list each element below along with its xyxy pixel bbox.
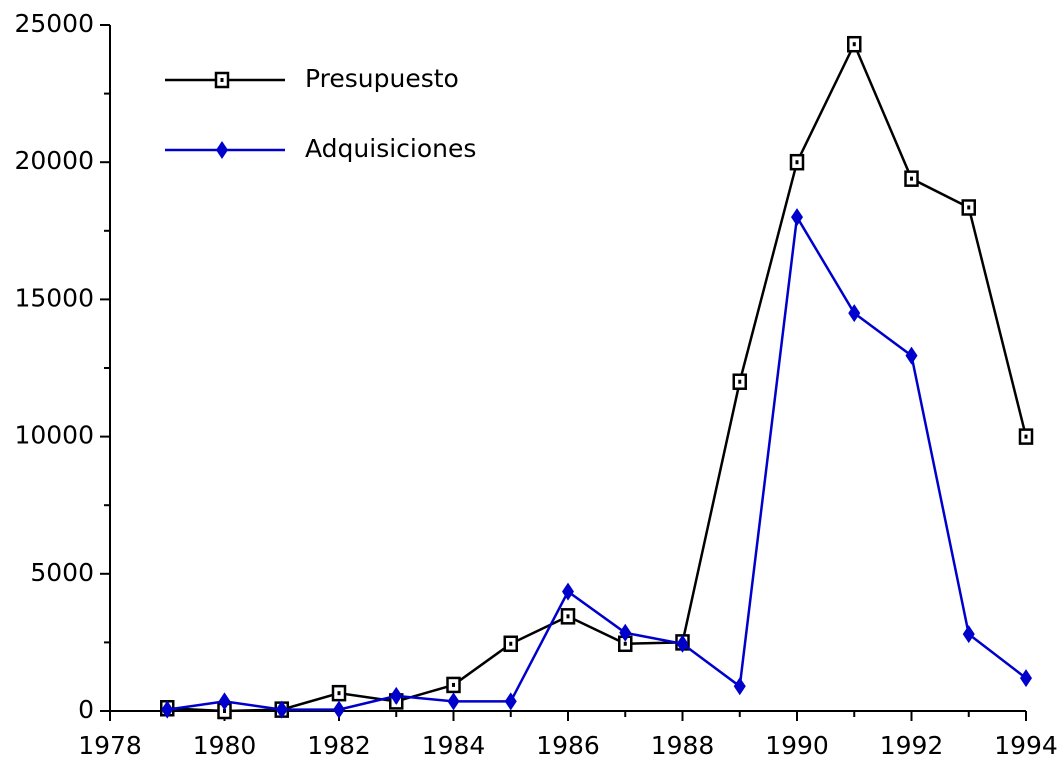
y-tick-label: 15000 [14,283,94,312]
y-tick-label: 20000 [14,146,94,175]
y-tick-label: 5000 [30,558,94,587]
marker [619,623,632,642]
marker [390,686,403,705]
marker [905,346,918,365]
marker [789,153,805,171]
marker [214,71,230,89]
x-tick-label: 1992 [880,731,944,760]
marker-dot [220,78,224,82]
x-tick-label: 1988 [651,731,715,760]
marker-dot [1024,434,1028,439]
legend-label: Adquisiciones [305,134,476,163]
marker [331,684,347,702]
marker-dot [509,641,513,646]
x-tick-label: 1980 [193,731,257,760]
marker [560,608,576,625]
marker [732,373,747,390]
marker [333,700,345,719]
series-line [167,41,1028,713]
marker [504,692,517,711]
marker [161,700,174,719]
x-tick-label: 1986 [536,731,600,760]
marker [447,692,460,711]
marker-dot [452,682,455,687]
marker [1018,428,1034,445]
marker-dot [910,176,913,181]
marker [1020,669,1032,688]
marker-dot [337,691,341,696]
marker [446,676,461,694]
marker [733,677,746,696]
x-tick-label: 1994 [994,731,1058,760]
y-tick-label: 25000 [14,9,94,38]
x-tick-label: 1984 [422,731,486,760]
x-tick-label: 1990 [765,731,829,760]
legend-label: Presupuesto [305,64,459,93]
marker-dot [623,641,627,646]
marker [847,35,862,53]
marker-dot [795,160,799,165]
marker [218,692,231,711]
x-tick-label: 1978 [78,731,142,760]
marker [962,625,975,644]
marker-dot [967,205,971,210]
marker [791,208,803,227]
marker [961,199,976,216]
series-line [167,213,1027,711]
marker [904,170,919,187]
marker [848,304,861,323]
marker-dot [738,379,742,384]
marker-dot [852,42,856,47]
marker-dot [223,709,226,713]
marker-dot [566,614,570,619]
y-tick-label: 10000 [14,421,94,450]
marker [216,141,228,159]
marker [676,634,689,653]
marker [275,700,288,719]
y-tick-label: 0 [78,695,94,724]
marker [503,635,518,653]
x-tick-label: 1982 [307,731,371,760]
marker [562,582,574,601]
